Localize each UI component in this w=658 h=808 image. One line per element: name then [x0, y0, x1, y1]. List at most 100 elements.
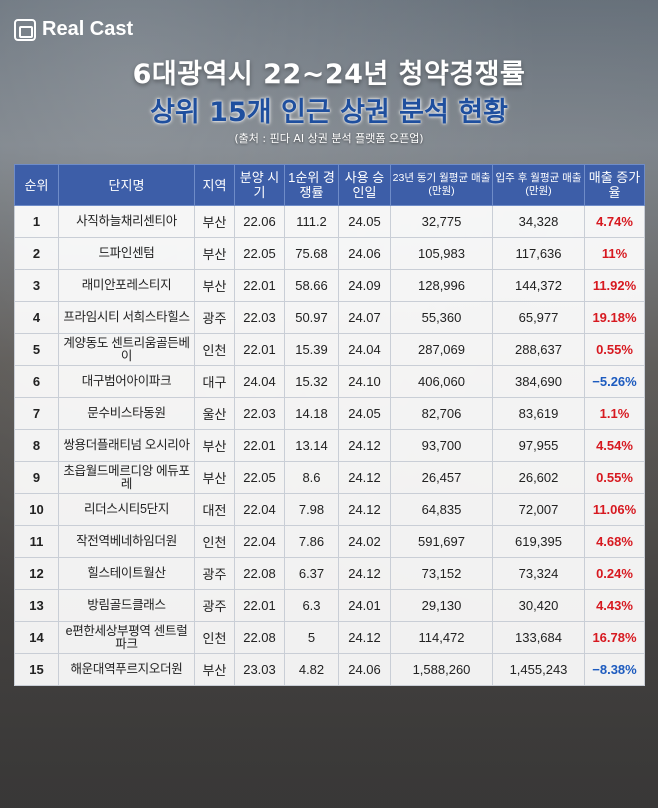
cell-growth: −5.26%	[584, 365, 645, 398]
table-row: 2 드파인센텀 부산 22.05 75.68 24.06 105,983 117,636 11%	[14, 237, 645, 270]
cell-sales-after: 97,955	[492, 429, 585, 462]
source-note: (출처 : 핀다 AI 상권 분석 플랫폼 오픈업)	[234, 132, 424, 145]
cell-sale-date: 22.08	[234, 621, 285, 654]
cell-approval: 24.10	[338, 365, 391, 398]
cell-sales-after: 619,395	[492, 525, 585, 558]
cell-growth: 0.24%	[584, 557, 645, 590]
cell-approval: 24.06	[338, 237, 391, 270]
cell-sales-after: 144,372	[492, 269, 585, 302]
cell-region: 인천	[194, 333, 235, 366]
cell-sale-date: 22.01	[234, 269, 285, 302]
cell-region: 부산	[194, 205, 235, 238]
cell-sales-2023: 29,130	[390, 589, 493, 622]
cell-sales-2023: 26,457	[390, 461, 493, 494]
cell-sale-date: 22.04	[234, 525, 285, 558]
cell-rank: 5	[14, 333, 59, 366]
cell-sales-after: 65,977	[492, 301, 585, 334]
cell-rank: 7	[14, 397, 59, 430]
cell-rank: 2	[14, 237, 59, 270]
col-header-rank: 순위	[14, 164, 59, 206]
table-row: 11 작전역베네하임더원 인천 22.04 7.86 24.02 591,697 619,39…	[14, 525, 645, 558]
brand-name: Real Cast	[42, 18, 134, 40]
cell-sale-date: 22.03	[234, 397, 285, 430]
table-row: 4 프라임시티 서희스타힐스 광주 22.03 50.97 24.07 55,360 65,9…	[14, 301, 645, 334]
cell-name: 대구범어아이파크	[58, 365, 195, 398]
cell-sale-date: 22.03	[234, 301, 285, 334]
cell-region: 울산	[194, 397, 235, 430]
cell-name: 초읍월드메르디앙 에듀포레	[58, 461, 195, 494]
table-row: 14 e편한세상부평역 센트럴파크 인천 22.08 5 24.12 114,472 133,…	[14, 621, 645, 654]
cell-region: 부산	[194, 237, 235, 270]
cell-growth: 4.74%	[584, 205, 645, 238]
cell-approval: 24.07	[338, 301, 391, 334]
cell-sales-2023: 591,697	[390, 525, 493, 558]
cell-sale-date: 22.01	[234, 333, 285, 366]
cell-rank: 6	[14, 365, 59, 398]
cell-sales-after: 288,637	[492, 333, 585, 366]
cell-sale-date: 22.06	[234, 205, 285, 238]
cell-growth: 11.92%	[584, 269, 645, 302]
cell-sales-2023: 128,996	[390, 269, 493, 302]
col-header-sales-2023: 23년 동기 월평균 매출(만원)	[390, 164, 493, 206]
cell-name: 해운대역푸르지오더원	[58, 653, 195, 686]
cell-growth: 4.43%	[584, 589, 645, 622]
cell-name: 드파인센텀	[58, 237, 195, 270]
cell-growth: −8.38%	[584, 653, 645, 686]
cell-sales-after: 26,602	[492, 461, 585, 494]
cell-approval: 24.12	[338, 429, 391, 462]
cell-region: 광주	[194, 301, 235, 334]
cell-sales-after: 72,007	[492, 493, 585, 526]
cell-sales-2023: 114,472	[390, 621, 493, 654]
cell-name: 계양동도 센트리움골든베이	[58, 333, 195, 366]
cell-growth: 16.78%	[584, 621, 645, 654]
cell-competition: 15.32	[284, 365, 339, 398]
cell-sales-2023: 32,775	[390, 205, 493, 238]
col-header-region: 지역	[194, 164, 235, 206]
cell-competition: 111.2	[284, 205, 339, 238]
cell-sales-after: 117,636	[492, 237, 585, 270]
cell-name: 쌍용더플래티넘 오시리아	[58, 429, 195, 462]
cell-rank: 15	[14, 653, 59, 686]
cell-competition: 5	[284, 621, 339, 654]
cell-sales-2023: 82,706	[390, 397, 493, 430]
cell-name: 작전역베네하임더원	[58, 525, 195, 558]
data-table-container: 순위 단지명 지역 분양 시기 1순위 경쟁률 사용 승인일 23년 동기 월평…	[14, 164, 645, 686]
cell-approval: 24.06	[338, 653, 391, 686]
cell-rank: 3	[14, 269, 59, 302]
cell-region: 대전	[194, 493, 235, 526]
table-row: 1 사직하늘채리센티아 부산 22.06 111.2 24.05 32,775 34,328 4…	[14, 205, 645, 238]
cell-sale-date: 24.04	[234, 365, 285, 398]
cell-sales-after: 34,328	[492, 205, 585, 238]
cell-region: 부산	[194, 269, 235, 302]
col-header-competition: 1순위 경쟁률	[284, 164, 339, 206]
cell-competition: 7.86	[284, 525, 339, 558]
cell-rank: 8	[14, 429, 59, 462]
table-row: 9 초읍월드메르디앙 에듀포레 부산 22.05 8.6 24.12 26,457 26,60…	[14, 461, 645, 494]
cell-approval: 24.02	[338, 525, 391, 558]
cell-competition: 58.66	[284, 269, 339, 302]
table-row: 13 방림골드클래스 광주 22.01 6.3 24.01 29,130 30,420 4.43…	[14, 589, 645, 622]
cell-growth: 11.06%	[584, 493, 645, 526]
cell-approval: 24.09	[338, 269, 391, 302]
cell-rank: 11	[14, 525, 59, 558]
cell-competition: 6.37	[284, 557, 339, 590]
table-header-row: 순위 단지명 지역 분양 시기 1순위 경쟁률 사용 승인일 23년 동기 월평…	[14, 164, 645, 206]
table-row: 7 문수비스타동원 울산 22.03 14.18 24.05 82,706 83,619 1.1…	[14, 397, 645, 430]
cell-approval: 24.04	[338, 333, 391, 366]
cell-rank: 9	[14, 461, 59, 494]
cell-sales-2023: 55,360	[390, 301, 493, 334]
cell-name: 리더스시티5단지	[58, 493, 195, 526]
competition-table: 순위 단지명 지역 분양 시기 1순위 경쟁률 사용 승인일 23년 동기 월평…	[14, 164, 645, 686]
cell-approval: 24.12	[338, 557, 391, 590]
cell-competition: 50.97	[284, 301, 339, 334]
cell-sale-date: 22.05	[234, 461, 285, 494]
table-row: 15 해운대역푸르지오더원 부산 23.03 4.82 24.06 1,588,260 1,4…	[14, 653, 645, 686]
table-row: 8 쌍용더플래티넘 오시리아 부산 22.01 13.14 24.12 93,700 97,9…	[14, 429, 645, 462]
table-row: 5 계양동도 센트리움골든베이 인천 22.01 15.39 24.04 287,069 28…	[14, 333, 645, 366]
cell-name: 래미안포레스티지	[58, 269, 195, 302]
table-row: 12 힐스테이트월산 광주 22.08 6.37 24.12 73,152 73,324 0.2…	[14, 557, 645, 590]
cell-sale-date: 22.05	[234, 237, 285, 270]
cell-sales-after: 73,324	[492, 557, 585, 590]
cell-approval: 24.05	[338, 397, 391, 430]
cell-name: 힐스테이트월산	[58, 557, 195, 590]
